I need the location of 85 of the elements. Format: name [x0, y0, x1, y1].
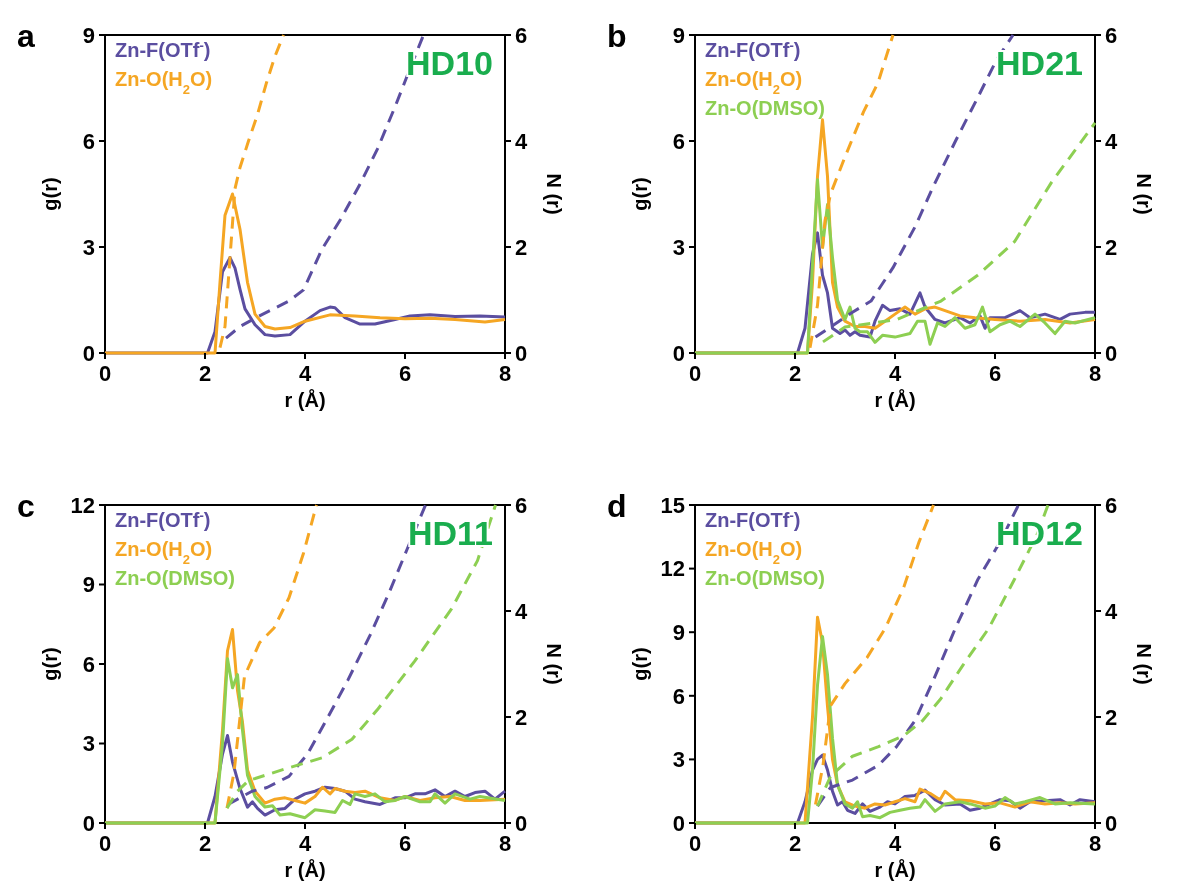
x-tick-label: 6 [398, 361, 412, 386]
y-tick-label: 3 [672, 747, 685, 773]
y-tick-label: 9 [82, 22, 95, 48]
text: Zn-O(H$_{2}$O) [115, 538, 213, 567]
chart-title: a [17, 18, 35, 54]
y2-tick-label: 6 [1105, 22, 1118, 48]
y2-tick-label: 0 [515, 810, 528, 836]
y2-tick-label: 4 [515, 128, 528, 154]
y-tick-label: 6 [82, 651, 95, 677]
text: Zn-O(DMSO) [705, 567, 825, 589]
x-tick-label: 4 [888, 361, 902, 386]
x-tick-label: 6 [988, 361, 1002, 386]
y-tick-label: 12 [70, 492, 95, 518]
x-tick-label: 6 [398, 831, 412, 856]
x-axis-title: r (Å) [874, 858, 916, 881]
x-axis-title: r (Å) [284, 858, 326, 881]
y-axis-title: g(r) [629, 177, 651, 211]
text: Zn-F(OTf$^{-}$) [705, 507, 801, 531]
y2-tick-label: 2 [515, 704, 528, 730]
y-tick-label: 3 [82, 731, 95, 757]
x-tick-label: 0 [688, 831, 702, 856]
y-tick-label: 9 [672, 22, 685, 48]
x-tick-label: 8 [1088, 831, 1102, 856]
y-tick-label: 0 [82, 810, 95, 836]
y2-tick-label: 2 [515, 234, 528, 260]
y-tick-label: 6 [672, 683, 685, 709]
y-tick-label: 3 [82, 234, 95, 260]
y-tick-label: 15 [660, 492, 685, 518]
annotation: HD12 [996, 514, 1083, 552]
y2-tick-label: 6 [515, 22, 528, 48]
y-axis-title: g(r) [39, 647, 61, 681]
y2-tick-label: 6 [515, 492, 528, 518]
y2-axis-title: N (r) [543, 643, 565, 685]
y2-tick-label: 0 [515, 340, 528, 366]
text: Zn-F(OTf$^{-}$) [115, 37, 211, 61]
text: Zn-O(H$_{2}$O) [705, 538, 803, 567]
y2-tick-label: 4 [515, 598, 528, 624]
y2-axis-title: N (r) [1133, 173, 1155, 215]
x-tick-label: 8 [498, 831, 512, 856]
x-tick-label: 0 [98, 831, 112, 856]
y2-tick-label: 6 [1105, 492, 1118, 518]
y2-axis-title: N (r) [1133, 643, 1155, 685]
y2-tick-label: 4 [1105, 598, 1118, 624]
text: Zn-O(DMSO) [705, 97, 825, 119]
y-tick-label: 12 [660, 556, 685, 582]
text: Zn-O(DMSO) [115, 567, 235, 589]
y-axis-title: g(r) [39, 177, 61, 211]
y-tick-label: 0 [672, 340, 685, 366]
y-tick-label: 6 [82, 128, 95, 154]
y2-tick-label: 0 [1105, 810, 1118, 836]
x-tick-label: 0 [688, 361, 702, 386]
x-axis-title: r (Å) [284, 388, 326, 411]
x-tick-label: 4 [298, 361, 312, 386]
chart-title: c [17, 488, 35, 524]
y-tick-label: 3 [672, 234, 685, 260]
x-tick-label: 4 [888, 831, 902, 856]
x-tick-label: 2 [198, 361, 212, 386]
y2-tick-label: 2 [1105, 234, 1118, 260]
x-tick-label: 0 [98, 361, 112, 386]
y-tick-label: 9 [82, 572, 95, 598]
y2-tick-label: 0 [1105, 340, 1118, 366]
x-tick-label: 4 [298, 831, 312, 856]
chart-title: d [607, 488, 627, 524]
y-axis-title: g(r) [629, 647, 651, 681]
y2-tick-label: 2 [1105, 704, 1118, 730]
text: Zn-F(OTf$^{-}$) [705, 37, 801, 61]
y2-axis-title: N (r) [543, 173, 565, 215]
x-tick-label: 2 [788, 361, 802, 386]
y-tick-label: 6 [672, 128, 685, 154]
x-tick-label: 2 [198, 831, 212, 856]
chart-title: b [607, 18, 627, 54]
x-axis-title: r (Å) [874, 388, 916, 411]
y-tick-label: 9 [672, 619, 685, 645]
x-tick-label: 8 [1088, 361, 1102, 386]
text: Zn-O(H$_{2}$O) [115, 68, 213, 97]
annotation: HD21 [996, 44, 1083, 82]
y2-tick-label: 4 [1105, 128, 1118, 154]
y-tick-label: 0 [82, 340, 95, 366]
series-label: Zn-O(H$_{2}$O) [705, 68, 803, 97]
annotation: HD10 [406, 44, 493, 82]
x-tick-label: 8 [498, 361, 512, 386]
y-tick-label: 0 [672, 810, 685, 836]
x-tick-label: 2 [788, 831, 802, 856]
text: Zn-F(OTf$^{-}$) [115, 507, 211, 531]
x-tick-label: 6 [988, 831, 1002, 856]
